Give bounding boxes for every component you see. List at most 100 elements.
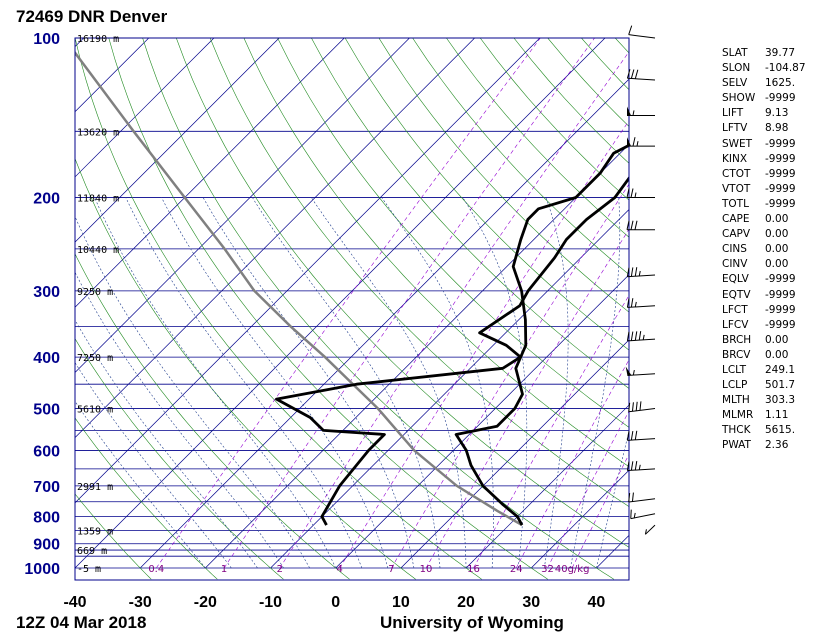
barb-full [631,492,634,502]
index-value: 303.3 [765,394,796,407]
dry-adiabat [209,38,629,508]
barb-staff [627,468,656,472]
index-value: -9999 [765,167,796,180]
moist-adiabat [596,429,629,569]
stability-indices: SLAT 39.77 SLON -104.87 SELV 1625. SHOW -9999 LI… [722,46,815,454]
index-value: 8.98 [765,122,789,135]
index-value: 2.36 [765,439,789,452]
height-label: 5610 m [77,404,113,415]
temperature-tick-label: -20 [194,594,217,611]
mixing-ratio-line [279,51,629,569]
index-row: SHOW -9999 [722,91,815,106]
barb-staff [627,338,656,342]
index-value: -9999 [765,92,796,105]
mixing-ratio-line [515,359,629,569]
index-name: LFTV [722,122,748,135]
index-value: 1.11 [765,409,789,422]
mixing-ratio-label: 4 [337,564,343,575]
index-value: -9999 [765,182,796,195]
barb-staff [627,274,656,278]
index-row: KINX -9999 [722,152,815,167]
index-name: LCLT [722,363,746,376]
barb-half [632,369,635,376]
index-name: LFCT [722,303,748,316]
index-name: SELV [722,77,748,90]
height-label: 16190 m [77,34,119,45]
pressure-label: 500 [33,401,60,418]
wind-barb [627,106,655,116]
index-row: VTOT -9999 [722,182,815,197]
mixing-ratio-line [223,38,595,569]
barb-full [631,402,634,412]
wind-barb [626,460,656,472]
dry-adiabat [378,38,629,313]
mixing-ratio-line [473,294,629,569]
isotherm--130 [0,38,18,568]
barb-staff [627,77,656,81]
index-name: LFCV [722,318,749,331]
index-value: 1625. [765,77,796,90]
barb-half [638,464,641,470]
sounding-traces [75,50,629,527]
barb-full [632,137,636,147]
mixing-ratio-label: 7 [388,564,394,575]
barb-full [630,461,634,471]
index-value: -9999 [765,197,796,210]
barb-full [626,331,630,341]
wind-barb [628,25,656,39]
mixing-ratio-line [339,120,629,569]
wind-barb [625,366,656,376]
barb-flag [625,366,632,376]
dry-adiabat [176,38,629,548]
wind-barb [626,188,655,199]
barb-half [636,141,639,147]
index-name: SHOW [722,92,756,105]
temperature-tick-label: 0 [331,594,340,611]
height-label: 10440 m [77,245,119,256]
index-name: MLTH [722,394,750,407]
index-row: CAPE 0.00 [722,212,815,227]
index-name: PWAT [722,439,751,452]
temperature-tick-label: 10 [392,594,410,611]
mixing-ratio-label: 40g/kg [555,564,590,575]
barb-half [634,192,637,198]
moist-adiabat [75,319,258,569]
mixing-ratio-line [391,183,629,569]
index-name: SLON [722,62,751,75]
index-value: 5615. [765,424,796,437]
moist-adiabat [125,197,363,569]
temperature-tick-label: 40 [588,594,606,611]
barb-half [642,334,645,340]
isotherm--10 [270,209,629,569]
plot-frame [74,37,630,581]
index-row: LCLP 501.7 [722,378,815,393]
wind-barb [627,137,655,147]
index-value: 249.1 [765,363,796,376]
height-label: 7250 m [77,353,113,364]
dewpoint-trace [275,175,629,526]
index-value: -104.87 [765,62,806,75]
barb-full [634,69,639,79]
wind-barb [626,331,656,342]
moist-adiabat [202,197,415,569]
mixing-ratio-label: 1 [221,564,227,575]
barb-full [635,401,638,411]
height-label: 669 m [77,546,107,557]
dry-adiabat [277,38,629,428]
index-name: SLAT [722,47,748,59]
isotherm--100 [75,38,215,178]
index-value: 501.7 [765,379,796,392]
dry-adiabat [75,157,416,580]
dry-adiabat [311,38,629,389]
mixing-ratio-label: 32 [541,564,554,575]
moist-adiabat [311,197,467,569]
barb-half [634,301,637,308]
wind-barb [626,298,656,308]
index-row: SLON -104.87 [722,61,815,76]
dry-adiabat [412,38,629,275]
barb-staff [630,513,656,520]
wind-barb [626,267,656,278]
index-row: LFCV -9999 [722,318,815,333]
index-value: 0.00 [765,348,789,361]
